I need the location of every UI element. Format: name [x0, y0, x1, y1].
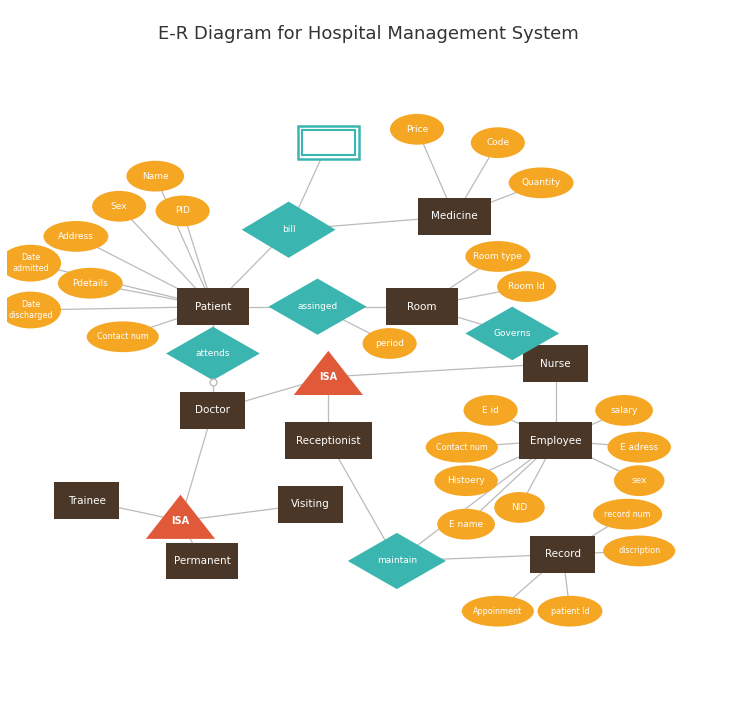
Text: PID: PID: [175, 206, 190, 216]
Text: Nurse: Nurse: [540, 359, 571, 369]
Text: Employee: Employee: [530, 436, 581, 446]
Ellipse shape: [58, 268, 123, 298]
Text: E id: E id: [482, 406, 499, 415]
Text: record num: record num: [604, 510, 651, 518]
Text: Appoinment: Appoinment: [473, 607, 523, 616]
Ellipse shape: [471, 127, 525, 158]
Ellipse shape: [495, 492, 545, 523]
Ellipse shape: [155, 196, 210, 226]
Text: Histoery: Histoery: [447, 476, 485, 485]
Polygon shape: [269, 278, 367, 335]
Text: ISA: ISA: [319, 372, 337, 382]
FancyBboxPatch shape: [297, 126, 359, 159]
Ellipse shape: [127, 161, 184, 192]
Ellipse shape: [437, 509, 495, 540]
Text: maintain: maintain: [377, 557, 417, 565]
FancyBboxPatch shape: [386, 288, 458, 325]
Text: Record: Record: [545, 549, 581, 560]
Text: Medicine: Medicine: [431, 211, 478, 221]
Text: Visiting: Visiting: [291, 499, 330, 509]
Ellipse shape: [497, 271, 556, 302]
Text: E name: E name: [449, 520, 483, 529]
Text: Contact num: Contact num: [97, 333, 149, 341]
Ellipse shape: [425, 431, 498, 463]
Ellipse shape: [363, 328, 417, 359]
Ellipse shape: [434, 465, 498, 496]
Text: Sex: Sex: [111, 201, 127, 211]
Polygon shape: [241, 201, 336, 258]
Text: Date
admitted: Date admitted: [12, 253, 49, 273]
Text: Pdetails: Pdetails: [72, 278, 108, 288]
Text: assinged: assinged: [297, 302, 338, 311]
FancyBboxPatch shape: [278, 486, 343, 523]
Ellipse shape: [390, 114, 444, 145]
Text: Quantity: Quantity: [522, 178, 561, 187]
Text: Contact num: Contact num: [436, 443, 488, 451]
FancyBboxPatch shape: [530, 536, 595, 572]
Text: discription: discription: [618, 546, 660, 555]
Ellipse shape: [0, 245, 61, 281]
Text: patient Id: patient Id: [551, 607, 590, 616]
Text: Permanent: Permanent: [174, 556, 230, 566]
FancyBboxPatch shape: [177, 288, 249, 325]
Text: Room: Room: [407, 302, 437, 312]
Ellipse shape: [537, 596, 602, 627]
Polygon shape: [294, 351, 363, 395]
Text: Receptionist: Receptionist: [296, 436, 361, 446]
FancyBboxPatch shape: [54, 482, 119, 519]
Ellipse shape: [43, 221, 108, 252]
Ellipse shape: [607, 431, 671, 463]
Ellipse shape: [593, 498, 662, 530]
Text: Room Id: Room Id: [509, 282, 545, 291]
Ellipse shape: [509, 167, 573, 198]
Ellipse shape: [464, 395, 517, 426]
Text: Patient: Patient: [195, 302, 231, 312]
Text: bill: bill: [282, 225, 295, 234]
Ellipse shape: [92, 191, 146, 221]
Text: salary: salary: [610, 406, 637, 415]
FancyBboxPatch shape: [520, 422, 592, 459]
Text: Doctor: Doctor: [196, 405, 230, 415]
FancyBboxPatch shape: [285, 422, 372, 459]
Text: Code: Code: [486, 138, 509, 147]
Text: attends: attends: [196, 349, 230, 358]
Polygon shape: [465, 307, 559, 360]
Text: Governs: Governs: [494, 329, 531, 338]
Ellipse shape: [461, 596, 534, 627]
Polygon shape: [348, 533, 446, 589]
Text: sex: sex: [631, 476, 647, 485]
Ellipse shape: [614, 465, 665, 496]
Text: Date
discharged: Date discharged: [8, 300, 53, 320]
Polygon shape: [146, 495, 215, 539]
Text: Price: Price: [406, 125, 428, 134]
FancyBboxPatch shape: [523, 345, 588, 382]
Text: NID: NID: [512, 503, 528, 512]
FancyBboxPatch shape: [302, 130, 355, 155]
Ellipse shape: [87, 321, 159, 352]
Text: Trainee: Trainee: [68, 496, 106, 506]
Text: period: period: [375, 339, 404, 348]
Text: E adress: E adress: [620, 443, 658, 451]
Ellipse shape: [465, 241, 530, 272]
Text: ISA: ISA: [171, 515, 190, 526]
Text: Address: Address: [58, 232, 93, 241]
Ellipse shape: [0, 292, 61, 328]
Ellipse shape: [595, 395, 653, 426]
Ellipse shape: [603, 535, 675, 566]
Text: Name: Name: [142, 172, 169, 181]
FancyBboxPatch shape: [180, 392, 245, 429]
Text: E-R Diagram for Hospital Management System: E-R Diagram for Hospital Management Syst…: [158, 25, 578, 43]
Polygon shape: [166, 327, 260, 380]
FancyBboxPatch shape: [419, 198, 491, 235]
FancyBboxPatch shape: [166, 543, 238, 580]
Text: Room type: Room type: [473, 252, 523, 261]
